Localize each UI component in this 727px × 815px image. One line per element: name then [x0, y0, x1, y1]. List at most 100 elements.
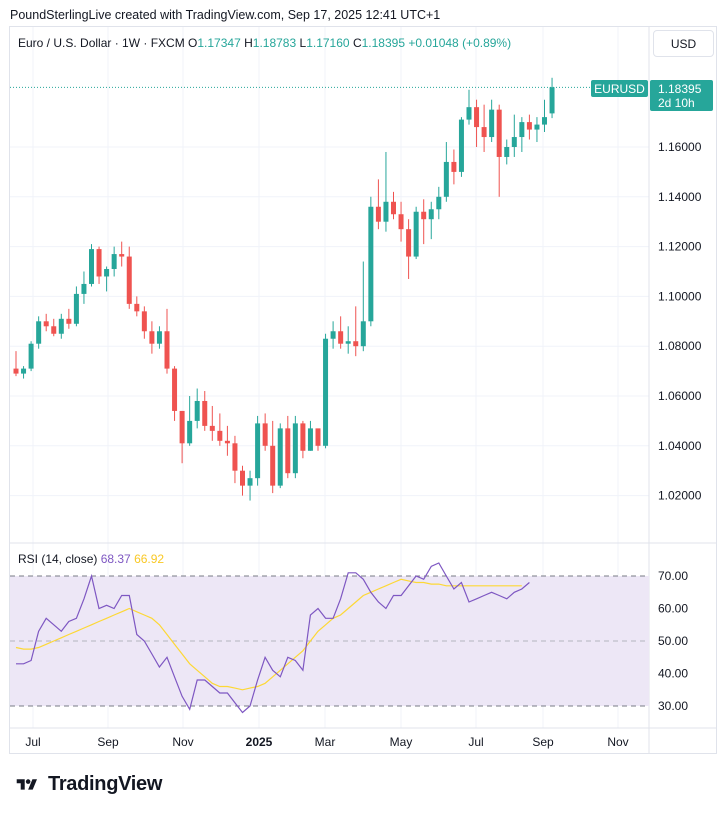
candle-body — [474, 107, 480, 128]
price-tick-label: 1.08000 — [658, 339, 702, 353]
symbol-tag-bg — [591, 80, 648, 97]
candle-body — [66, 318, 72, 324]
candle — [360, 261, 366, 352]
candle — [141, 306, 147, 339]
candle — [104, 266, 110, 292]
candle — [285, 415, 291, 479]
candle — [224, 425, 230, 456]
candle-body — [375, 206, 381, 222]
candle-body — [519, 122, 525, 138]
rsi-tick-label: 70.00 — [658, 569, 688, 583]
candle-body — [398, 214, 404, 230]
currency-button[interactable]: USD — [653, 30, 714, 57]
candle — [187, 396, 193, 446]
close-value: 1.18395 — [361, 36, 405, 50]
candle-body — [466, 107, 472, 120]
brand-name: TradingView — [48, 773, 163, 795]
candle-body — [232, 443, 238, 471]
candle-body — [338, 331, 344, 344]
candle-body — [391, 201, 396, 215]
symbol-tag-label: EURUSD — [594, 82, 645, 96]
candle-body — [330, 331, 336, 339]
candle — [96, 246, 102, 284]
candle-body — [270, 445, 276, 486]
high-label: H — [244, 36, 253, 50]
low-value: 1.17160 — [306, 36, 350, 50]
rsi-tick-label: 60.00 — [658, 602, 688, 616]
candle-body — [217, 430, 223, 441]
candle-body — [421, 211, 427, 220]
candle-body — [134, 303, 140, 312]
price-tag-bg — [650, 80, 713, 111]
candle-body — [285, 428, 291, 474]
price-tag-countdown: 2d 10h — [658, 96, 695, 110]
candle-body — [247, 478, 253, 486]
candle — [466, 89, 472, 125]
candle-body — [202, 400, 208, 426]
price-tick-label: 1.14000 — [658, 190, 702, 204]
price-tick-label: 1.16000 — [658, 140, 702, 154]
candle-body — [368, 206, 374, 322]
price-tick-label: 1.04000 — [658, 439, 702, 453]
candle-body — [549, 87, 555, 114]
candle-body — [383, 201, 389, 222]
time-tick-label: May — [390, 735, 413, 749]
candle-body — [164, 331, 170, 369]
candle-body — [315, 428, 321, 446]
candle-body — [149, 331, 155, 344]
rsi-line — [16, 562, 530, 714]
candle-body — [443, 161, 449, 197]
candle — [406, 219, 412, 279]
candle — [270, 420, 276, 494]
candle — [172, 366, 178, 421]
candle-body — [458, 119, 464, 172]
tradingview-logo-icon — [16, 778, 37, 790]
candle — [496, 104, 502, 197]
close-label: C — [352, 36, 362, 50]
rsi-tick-label: 50.00 — [658, 634, 688, 648]
candle — [179, 410, 185, 464]
candle — [338, 316, 344, 349]
candle-body — [496, 109, 502, 157]
time-tick-label: Sep — [532, 735, 554, 749]
rsi-tick-label: 30.00 — [658, 699, 688, 713]
candle — [436, 186, 442, 220]
candle — [481, 104, 487, 152]
candle — [489, 99, 495, 143]
candle-body — [526, 122, 532, 130]
candle — [81, 271, 87, 304]
candle — [383, 151, 389, 232]
open-value: 1.17347 — [197, 36, 241, 50]
candle-body — [58, 318, 64, 334]
candle — [89, 244, 94, 287]
candle — [428, 201, 434, 240]
candle-body — [43, 321, 49, 327]
rsi-ma-line — [15, 578, 522, 691]
candle — [413, 206, 419, 260]
price-tag-value: 1.18395 — [658, 82, 702, 96]
tradingview-logo[interactable]: TradingView — [12, 773, 162, 796]
time-tick-label: 2025 — [246, 735, 273, 749]
candle-body — [194, 400, 200, 421]
rsi-title: RSI (14, close) — [18, 552, 98, 566]
price-tick-label: 1.06000 — [658, 389, 702, 403]
candle-body — [73, 293, 79, 324]
candle-body — [21, 368, 27, 374]
rsi-value: 68.37 — [100, 552, 131, 566]
high-value: 1.18783 — [252, 36, 297, 50]
chart-frame — [9, 26, 717, 754]
candle-body — [504, 147, 510, 157]
candle-body — [428, 209, 434, 220]
candle-body — [489, 109, 495, 138]
candle — [156, 326, 162, 349]
candle — [28, 341, 34, 372]
change-value: +0.01048 (+0.89%) — [408, 36, 512, 50]
candle-body — [13, 368, 19, 374]
candle — [451, 149, 457, 185]
price-tick-label: 1.10000 — [658, 289, 702, 303]
candle — [526, 114, 532, 140]
candle — [398, 201, 404, 242]
candle-body — [179, 410, 185, 444]
candle-body — [353, 341, 359, 347]
